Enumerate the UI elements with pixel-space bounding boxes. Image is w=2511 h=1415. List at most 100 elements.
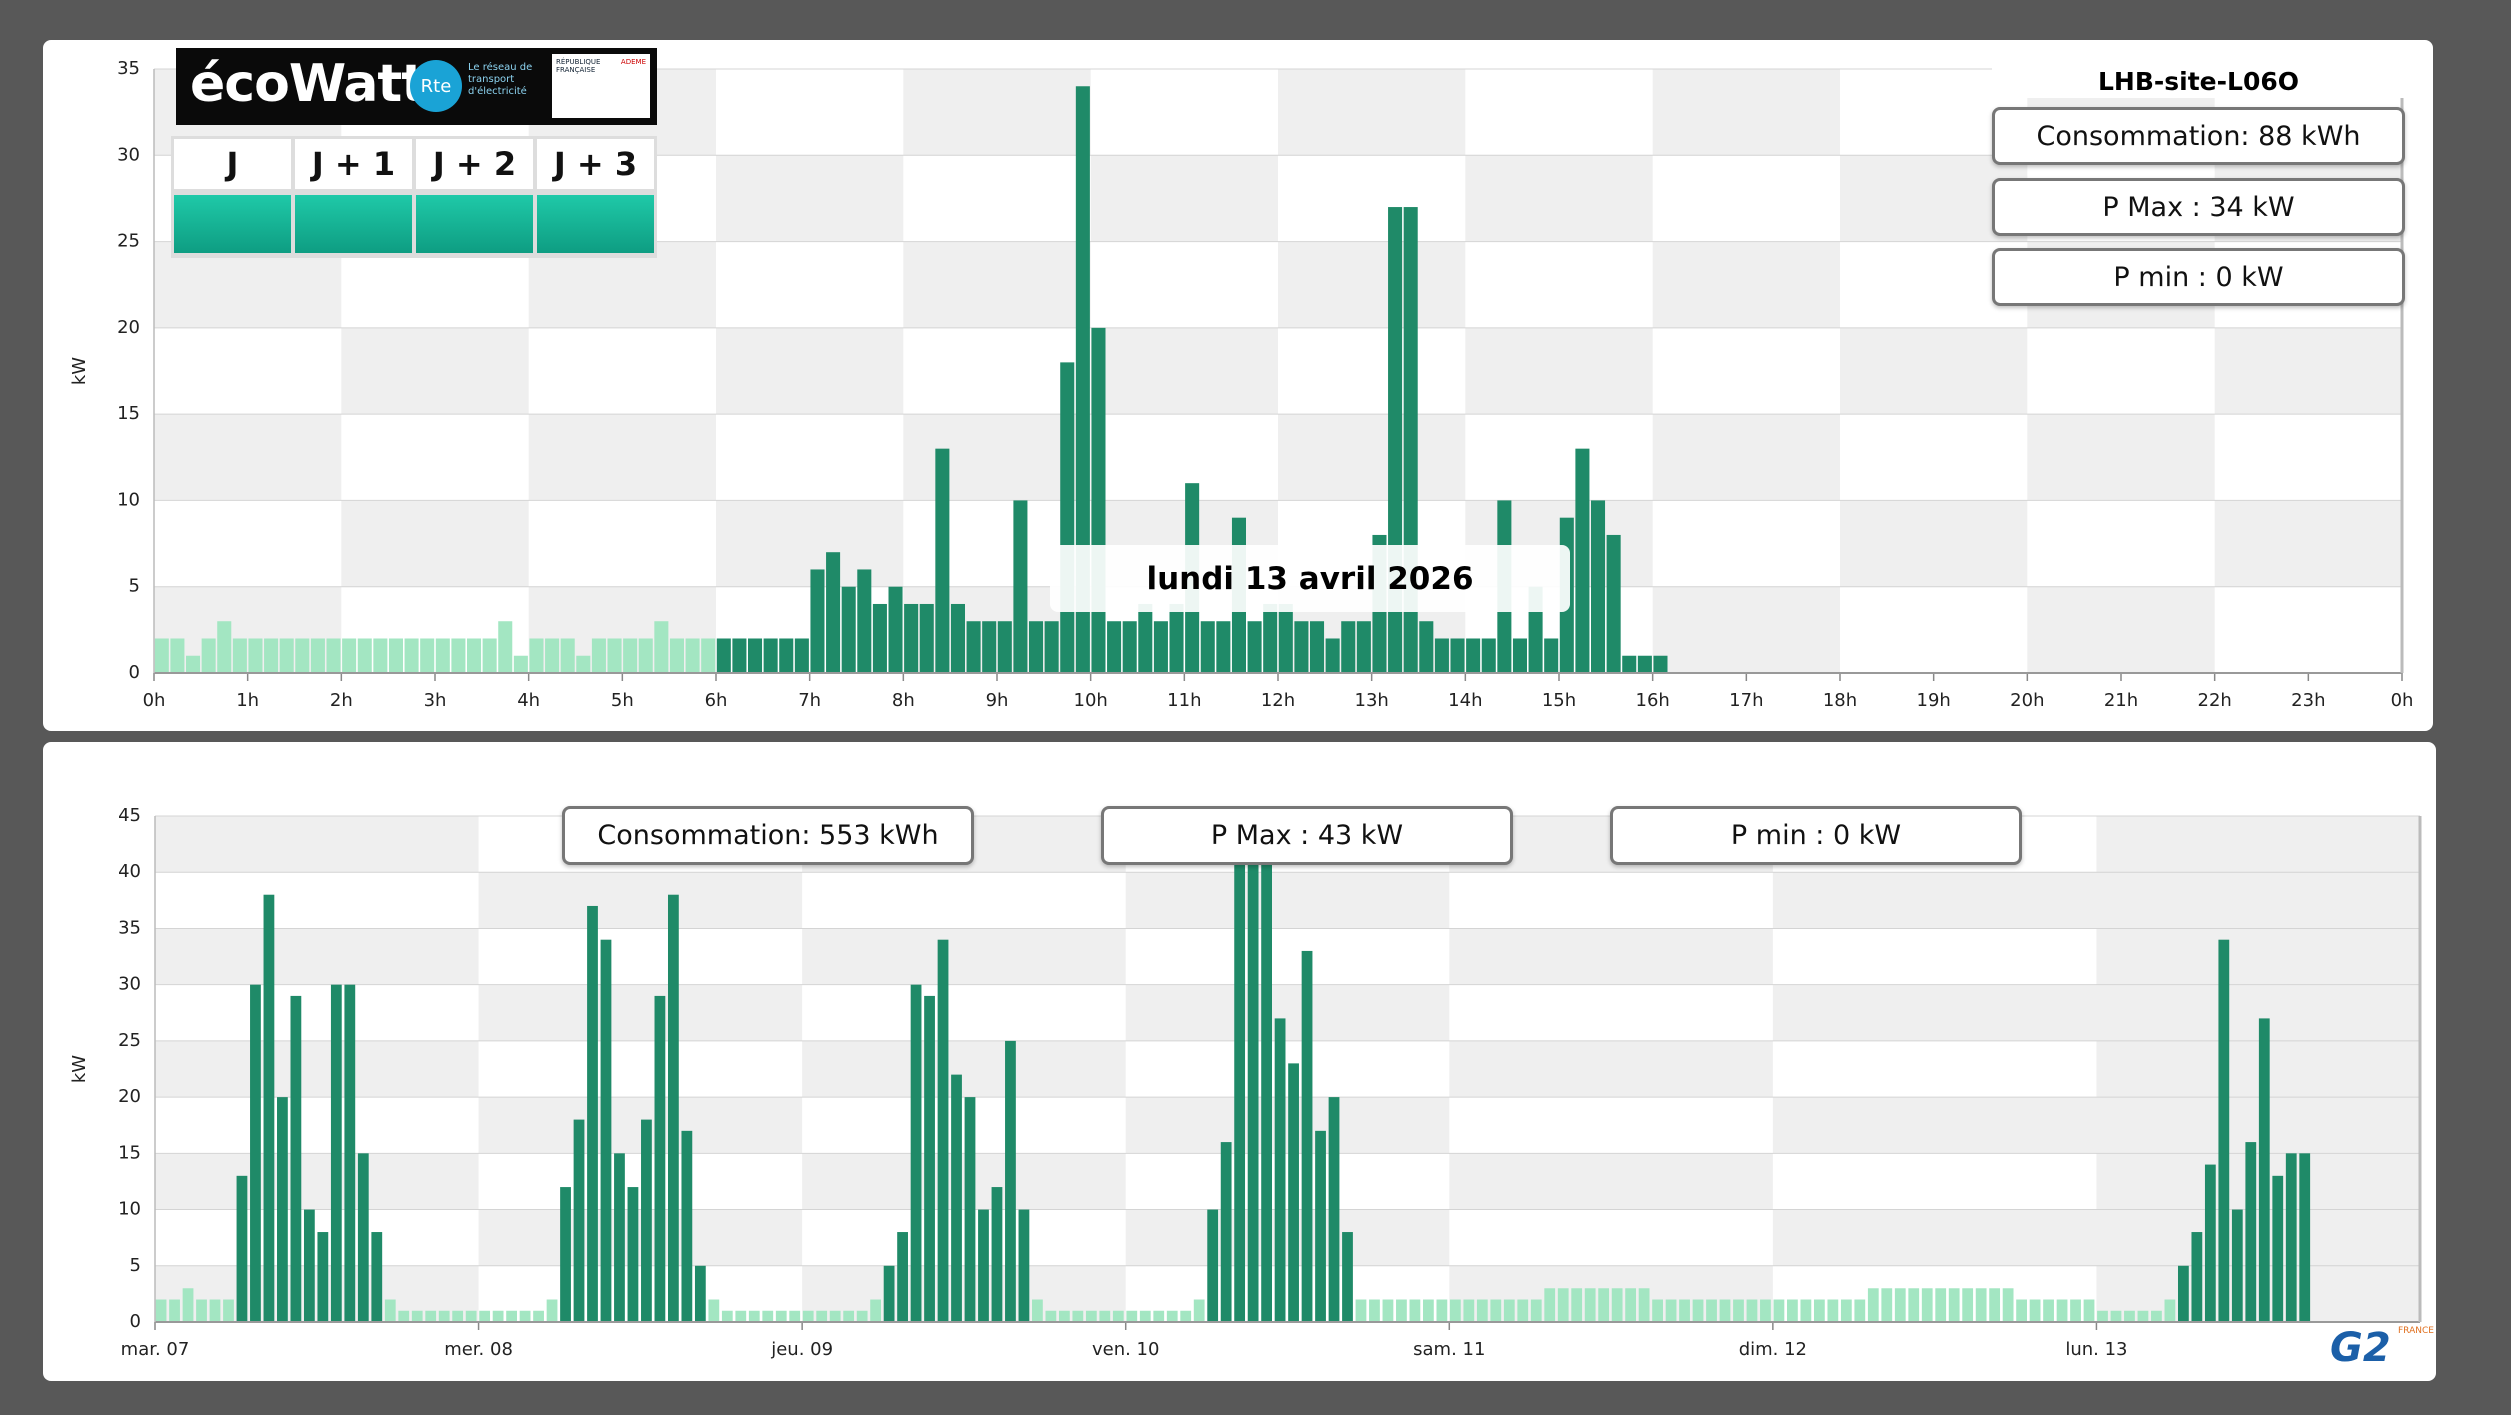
bar — [763, 638, 778, 673]
bar — [2299, 1153, 2311, 1322]
bar — [1854, 1299, 1866, 1322]
bar — [482, 638, 497, 673]
grid-cell — [1465, 241, 1653, 328]
bar — [1341, 621, 1356, 673]
bar — [1773, 1299, 1785, 1322]
x-tick-label: 3h — [424, 690, 447, 711]
bar — [1706, 1299, 1717, 1322]
bar — [1075, 86, 1090, 673]
x-tick-label: 14h — [1448, 690, 1482, 711]
bar — [591, 638, 606, 673]
bar — [576, 655, 591, 673]
bar — [924, 995, 935, 1322]
bar — [404, 638, 419, 673]
bar — [888, 586, 903, 673]
bar — [1665, 1299, 1677, 1322]
y-tick-label: 20 — [118, 1086, 141, 1107]
bar — [310, 638, 325, 673]
x-tick-label: 6h — [705, 690, 728, 711]
bar — [1005, 1040, 1016, 1322]
grid-cell — [1772, 1265, 2097, 1322]
grid-cell — [802, 1097, 1126, 1154]
bar — [342, 638, 357, 673]
y-tick-label: 20 — [117, 317, 140, 338]
bar — [232, 638, 247, 673]
bar — [1921, 1288, 1933, 1322]
rte-logo: Rte — [410, 60, 462, 112]
bar — [545, 638, 560, 673]
bar — [452, 1310, 464, 1322]
grid-cell — [1840, 586, 2028, 673]
bar — [2043, 1299, 2054, 1322]
stat-box: P min : 0 kW — [1610, 806, 2022, 865]
bar — [810, 569, 825, 673]
stat-box: Consommation: 88 kWh — [1992, 107, 2405, 165]
bar — [1813, 1299, 1825, 1322]
bar — [506, 1310, 517, 1322]
grid-cell — [802, 984, 1126, 1041]
date-label: lundi 13 avril 2026 — [1050, 545, 1570, 612]
bar — [856, 1310, 868, 1322]
bar — [196, 1299, 207, 1322]
bar — [209, 1299, 221, 1322]
bar — [1449, 1299, 1461, 1322]
bar — [816, 1310, 828, 1322]
bar — [1072, 1310, 1084, 1322]
bar — [1207, 1209, 1219, 1322]
bar — [1800, 1299, 1812, 1322]
bar — [1261, 860, 1272, 1322]
bar — [201, 638, 216, 673]
bar — [1112, 1310, 1124, 1322]
bar — [573, 1119, 585, 1322]
ademe: ADEME — [620, 58, 646, 66]
bar — [802, 1310, 814, 1322]
g2-country: FRANCE — [2398, 1326, 2434, 1336]
x-tick-label: dim. 12 — [1739, 1339, 1807, 1360]
bar — [587, 905, 598, 1322]
bar — [1692, 1299, 1704, 1322]
bar — [1481, 638, 1496, 673]
y-tick-label: 10 — [117, 489, 140, 510]
bar — [1935, 1288, 1947, 1322]
bar — [1466, 638, 1481, 673]
grid-cell — [1090, 69, 1278, 156]
bar — [935, 448, 950, 673]
bar — [2097, 1310, 2108, 1322]
day-signal — [416, 195, 533, 253]
bar — [425, 1310, 437, 1322]
bar — [1325, 638, 1340, 673]
bar — [1512, 638, 1527, 673]
bar — [1571, 1288, 1583, 1322]
bar — [560, 638, 575, 673]
bar — [857, 569, 872, 673]
bar — [904, 603, 919, 673]
bar — [1622, 655, 1637, 673]
bar — [966, 621, 981, 673]
grid-cell — [1125, 1265, 1450, 1322]
bar — [560, 1187, 571, 1322]
bar — [1200, 621, 1215, 673]
bar — [2191, 1232, 2203, 1322]
x-tick-label: 18h — [1823, 690, 1857, 711]
bar — [748, 1310, 760, 1322]
y-tick-label: 35 — [118, 917, 141, 938]
grid-cell — [1652, 327, 1840, 415]
bar — [1598, 1288, 1610, 1322]
bar — [1611, 1288, 1623, 1322]
bar — [1099, 1310, 1111, 1322]
bar — [1220, 1142, 1232, 1322]
bar — [1342, 1232, 1353, 1322]
bar — [1091, 327, 1106, 673]
bar — [1881, 1288, 1893, 1322]
bar — [1840, 1299, 1852, 1322]
bar — [1760, 1299, 1771, 1322]
bar — [2272, 1175, 2284, 1322]
bar — [614, 1153, 625, 1322]
x-tick-label: 15h — [1542, 690, 1576, 711]
bar — [600, 939, 612, 1322]
bar — [997, 621, 1012, 673]
stat-box: P Max : 34 kW — [1992, 178, 2405, 236]
grid-cell — [1090, 241, 1278, 328]
grid-cell — [1772, 928, 2097, 985]
bar — [2070, 1299, 2081, 1322]
